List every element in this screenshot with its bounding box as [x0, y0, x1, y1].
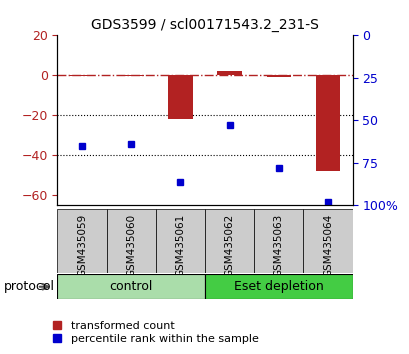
Text: GSM435064: GSM435064 — [322, 214, 332, 277]
Bar — [204, 209, 254, 273]
Text: GSM435059: GSM435059 — [77, 214, 87, 277]
Legend: transformed count, percentile rank within the sample: transformed count, percentile rank withi… — [47, 316, 263, 348]
Bar — [57, 209, 106, 273]
Bar — [315, 75, 339, 171]
Bar — [57, 274, 204, 299]
Bar — [168, 75, 192, 119]
Bar — [217, 72, 241, 75]
Text: GSM435062: GSM435062 — [224, 214, 234, 277]
Bar — [204, 274, 352, 299]
Text: GSM435061: GSM435061 — [175, 214, 185, 277]
Text: protocol: protocol — [4, 280, 55, 293]
Bar — [119, 75, 143, 76]
Bar — [70, 75, 94, 76]
Text: Eset depletion: Eset depletion — [234, 280, 323, 293]
Bar — [254, 209, 303, 273]
Bar — [106, 209, 155, 273]
Bar — [303, 209, 352, 273]
Text: GSM435063: GSM435063 — [273, 214, 283, 277]
Bar — [266, 75, 290, 78]
Title: GDS3599 / scl00171543.2_231-S: GDS3599 / scl00171543.2_231-S — [91, 17, 318, 32]
Text: GSM435060: GSM435060 — [126, 214, 136, 277]
Text: control: control — [109, 280, 153, 293]
Bar — [155, 209, 204, 273]
